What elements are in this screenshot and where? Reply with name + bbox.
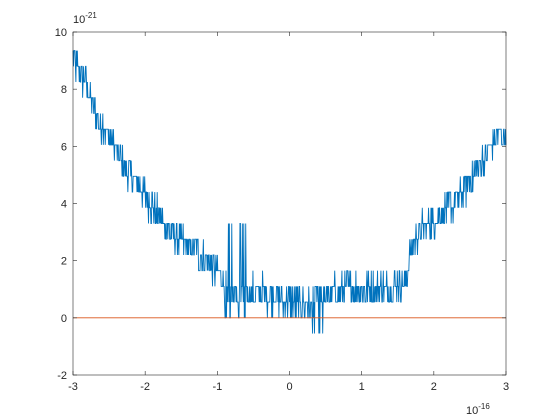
y-exponent-label: 10-21 xyxy=(73,11,97,26)
x-tick-label: 3 xyxy=(503,381,509,393)
axes-background xyxy=(73,32,506,375)
y-tick-label: -2 xyxy=(57,370,67,382)
series-line-main xyxy=(72,50,507,334)
y-tick-label: 0 xyxy=(61,313,67,325)
x-tick-label: -2 xyxy=(140,381,150,393)
x-tick-label: 0 xyxy=(286,381,292,393)
x-tick-label: -1 xyxy=(212,381,222,393)
y-tick-label: 4 xyxy=(61,199,67,211)
y-tick-label: 6 xyxy=(61,141,67,153)
y-tick-label: 10 xyxy=(55,27,67,39)
x-tick-label: -3 xyxy=(68,381,78,393)
x-tick-label: 2 xyxy=(431,381,437,393)
y-tick-label: 2 xyxy=(61,256,67,268)
series-layer xyxy=(72,50,507,334)
x-exponent-label: 10-16 xyxy=(466,402,490,417)
x-tick-label: 1 xyxy=(359,381,365,393)
y-tick-label: 8 xyxy=(61,84,67,96)
